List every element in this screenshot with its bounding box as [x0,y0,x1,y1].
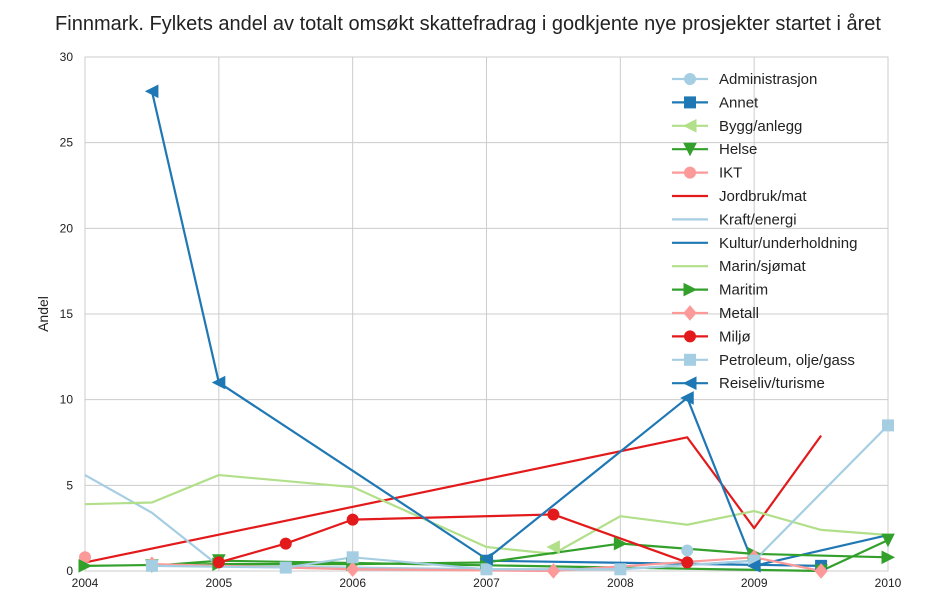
legend-swatch-marker [683,305,697,321]
data-point-milj [681,556,694,569]
legend-entry-kultur-underholdning: Kultur/underholdning [672,235,857,252]
legend-label: Reiseliv/turisme [719,375,825,392]
data-point-petroleum-olje-gass [614,563,627,576]
x-tick-label: 2010 [875,576,902,590]
data-point-maritim [78,559,93,573]
data-point-metall [546,563,561,579]
series-line-kultur-underholdning [753,533,889,567]
data-point-petroleum-olje-gass [145,559,158,572]
x-tick-label: 2008 [607,576,634,590]
data-point-metall [346,561,360,578]
legend-swatch-marker [684,330,696,343]
legend-swatch-marker [684,96,696,109]
y-tick-label: 10 [60,393,74,407]
legend-label: Marin/sjømat [719,258,807,275]
x-tick-label: 2009 [741,576,768,590]
y-tick-label: 15 [60,307,74,321]
legend-label: Kultur/underholdning [719,235,857,252]
legend-entry-milj: Miljø [672,328,751,345]
x-tick-label: 2005 [205,576,232,590]
data-point-bygg-anlegg [546,540,560,554]
legend-entry-metall: Metall [672,305,759,322]
legend-label: Maritim [719,282,768,299]
x-tick-labels: 2004 2005 2006 2007 2008 2009 2010 [72,576,902,590]
legend-label: Administrasjon [719,71,817,88]
legend-entry-reiseliv-turisme: Reiseliv/turisme [672,375,825,392]
data-point-petroleum-olje-gass [346,551,359,564]
legend-swatch-marker [684,73,696,85]
legend-label: Bygg/anlegg [719,118,802,135]
data-point-petroleum-olje-gass [279,561,292,574]
data-point-milj [212,556,225,569]
legend-swatch-marker [684,353,696,366]
legend-label: Miljø [719,328,751,345]
legend-entry-kraft-energi: Kraft/energi [672,211,797,228]
legend-swatch-marker [682,376,697,391]
data-point-milj [346,513,359,526]
legend-entry-administrasjon: Administrasjon [672,71,817,88]
legend-swatch-marker [683,142,697,157]
y-axis-label: Andel [35,296,51,332]
legend-label: Helse [719,141,757,158]
y-tick-label: 30 [60,50,74,64]
legend-label: Annet [719,94,759,111]
legend-entry-jordbruk-mat: Jordbruk/mat [672,188,807,205]
y-tick-label: 20 [60,221,74,235]
legend-entry-ikt: IKT [672,165,742,182]
x-tick-label: 2007 [473,576,500,590]
chart-title: Finnmark. Fylkets andel av totalt omsøkt… [55,13,881,35]
data-point-maritim [881,550,896,565]
data-point-milj [547,508,560,521]
data-point-petroleum-olje-gass [480,563,493,576]
legend-entry-petroleum-olje-gass: Petroleum, olje/gass [672,352,855,369]
x-tick-label: 2004 [72,576,99,590]
data-point-helse [881,533,895,548]
data-point-reiseliv-turisme [211,375,226,390]
series-markers [78,84,896,579]
data-point-reiseliv-turisme [479,552,493,566]
y-tick-labels: 0 5 10 15 20 25 30 [60,50,74,578]
x-tick-label: 2006 [339,576,366,590]
legend-entry-helse: Helse [672,141,757,158]
data-point-metall [814,563,828,579]
data-point-milj [279,537,292,550]
legend-swatch-marker [684,166,696,179]
legend-swatch-marker [682,118,697,133]
legend-label: Metall [719,305,759,322]
legend-label: Jordbruk/mat [719,188,807,205]
legend-swatch-marker [683,282,698,297]
y-tick-label: 0 [66,564,73,578]
legend-entry-maritim: Maritim [672,282,768,299]
legend-entry-annet: Annet [672,94,759,111]
data-point-maritim [613,536,628,551]
legend-label: Kraft/energi [719,211,797,228]
y-tick-label: 5 [66,478,73,492]
data-point-administrasjon [681,544,694,557]
data-point-petroleum-olje-gass [882,419,894,432]
data-point-reiseliv-turisme [144,84,159,99]
legend-label: Petroleum, olje/gass [719,352,855,369]
legend-label: IKT [719,165,742,182]
y-tick-label: 25 [60,136,74,150]
legend: Administrasjon Annet Bygg/anlegg Helse IKT Jo… [672,71,857,392]
legend-entry-marin-sj-mat: Marin/sjømat [672,258,807,275]
data-point-reiseliv-turisme [680,391,694,405]
data-point-reiseliv-turisme [747,559,761,573]
legend-entry-bygg-anlegg: Bygg/anlegg [672,118,802,135]
